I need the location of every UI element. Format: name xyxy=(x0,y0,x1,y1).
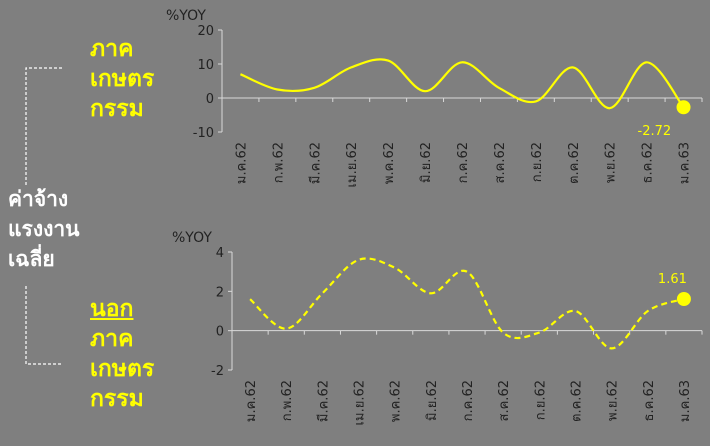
bracket-top xyxy=(25,67,62,186)
x-tick-label: ธ.ค.62 xyxy=(642,380,657,421)
x-tick-label: ต.ค.62 xyxy=(569,380,584,422)
label-agriculture-line2: เกษตร xyxy=(90,66,155,92)
y-tick-label: -2 xyxy=(211,364,224,379)
x-tick-label: มี.ค.62 xyxy=(307,142,323,184)
x-tick-label: มิ.ย.62 xyxy=(419,142,434,183)
x-tick-label: ก.ย.62 xyxy=(530,142,545,182)
y-tick-label: 2 xyxy=(216,285,224,300)
y-tick-label: 10 xyxy=(197,58,214,73)
x-tick-label: มี.ค.62 xyxy=(315,380,331,422)
label-non-agriculture: นอก ภาค เกษตร กรรม xyxy=(90,294,154,414)
bracket-bottom xyxy=(25,286,62,365)
label-non-agriculture-line2: ภาค xyxy=(90,326,134,352)
x-tick-label: ก.พ.62 xyxy=(280,380,295,421)
series-line xyxy=(249,257,685,350)
x-tick-label: ธ.ค.62 xyxy=(641,142,656,183)
data-label: 1.61 xyxy=(658,272,687,287)
label-agriculture-line3: กรรม xyxy=(90,96,144,122)
y-tick-label: 20 xyxy=(197,24,214,39)
x-tick-label: ก.ค.62 xyxy=(461,380,476,421)
x-tick-label: ก.ค.62 xyxy=(456,142,471,183)
x-tick-label: ส.ค.62 xyxy=(493,142,508,183)
unit-label: %YOY xyxy=(172,230,212,246)
x-tick-label: ต.ค.62 xyxy=(567,142,582,184)
x-tick-label: พ.ค.62 xyxy=(389,380,404,422)
x-tick-label: พ.ย.62 xyxy=(606,380,621,421)
label-non-agriculture-line1: นอก xyxy=(90,296,134,322)
label-average-wage-line1: ค่าจ้าง xyxy=(8,187,69,211)
x-tick-label: พ.ย.62 xyxy=(604,142,619,183)
y-tick-label: 0 xyxy=(216,325,224,340)
label-average-wage-line3: เฉลี่ย xyxy=(8,247,55,271)
series-line xyxy=(240,58,685,110)
x-tick-label: เม.ย.62 xyxy=(345,142,360,187)
chart-agriculture: %YOY -10 0 10 20 ม.ค.62 ก.พ.62 มี.ค.62 เม.ย.62 พ.… xyxy=(166,8,703,187)
x-tick-label: ส.ค.62 xyxy=(497,380,512,421)
label-average-wage: ค่าจ้าง แรงงาน เฉลี่ย xyxy=(8,184,79,274)
x-tick-label: ก.ย.62 xyxy=(533,380,548,420)
label-agriculture: ภาค เกษตร กรรม xyxy=(90,34,154,124)
label-agriculture-line1: ภาค xyxy=(90,36,134,62)
x-tick-label: มิ.ย.62 xyxy=(425,380,440,421)
unit-label: %YOY xyxy=(166,8,206,24)
y-tick-label: 4 xyxy=(216,246,224,261)
x-tick-label: ม.ค.63 xyxy=(678,142,693,184)
y-tick-label: 0 xyxy=(206,92,214,107)
last-point-marker xyxy=(676,292,691,307)
label-average-wage-line2: แรงงาน xyxy=(8,217,80,241)
x-tick-label: เม.ย.62 xyxy=(353,380,368,425)
label-non-agriculture-line4: กรรม xyxy=(90,386,144,412)
x-tick-label: พ.ค.62 xyxy=(382,142,397,184)
x-tick-label: ม.ค.63 xyxy=(678,380,693,422)
y-tick-label: -10 xyxy=(193,126,214,141)
last-point-marker xyxy=(676,100,691,115)
x-tick-label: ม.ค.62 xyxy=(234,142,249,184)
label-non-agriculture-line3: เกษตร xyxy=(90,356,155,382)
data-label: -2.72 xyxy=(638,124,672,139)
x-tick-label: ก.พ.62 xyxy=(271,142,286,183)
chart-non-agriculture: %YOY -2 0 2 4 ม.ค.62 ก.พ.62 มี.ค.62 เม.ย.62 พ.ค.6… xyxy=(172,230,703,425)
x-tick-label: ม.ค.62 xyxy=(244,380,259,422)
